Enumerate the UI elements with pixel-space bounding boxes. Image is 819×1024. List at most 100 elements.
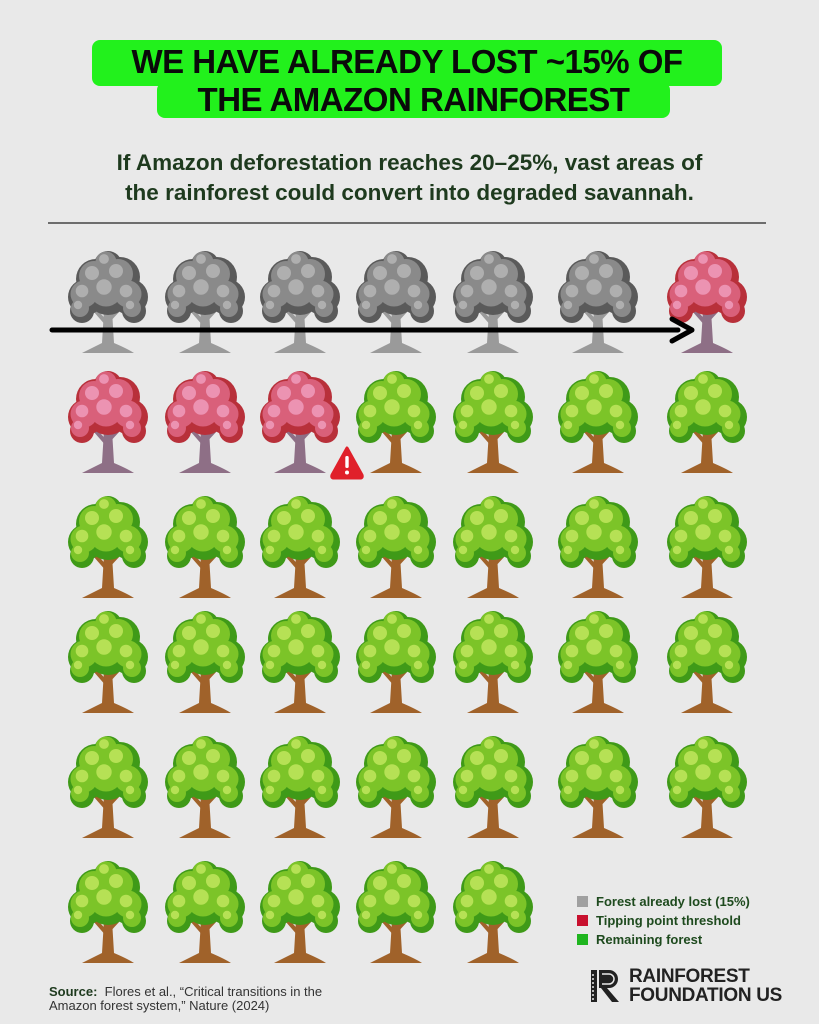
tree-icon-lost bbox=[453, 251, 533, 353]
tree-trunk bbox=[274, 430, 326, 473]
tree-trunk bbox=[274, 920, 326, 963]
tree-trunk bbox=[370, 920, 422, 963]
tree-icon-remaining bbox=[68, 496, 148, 598]
source-citation: Source: Flores et al., “Critical transit… bbox=[49, 985, 322, 1013]
tree-trunk bbox=[82, 920, 134, 963]
tree-trunk bbox=[179, 670, 231, 713]
tree-icon-remaining bbox=[356, 736, 436, 838]
tree-trunk bbox=[370, 670, 422, 713]
divider bbox=[48, 222, 766, 224]
source-line-1: Flores et al., “Critical transitions in … bbox=[104, 984, 323, 999]
tree-trunk bbox=[370, 555, 422, 598]
tree-icon-remaining bbox=[165, 496, 245, 598]
tree-trunk bbox=[370, 795, 422, 838]
tree-icon-remaining bbox=[667, 371, 747, 473]
tree-icon-remaining bbox=[558, 736, 638, 838]
tree-icon-remaining bbox=[356, 496, 436, 598]
tree-icon-remaining bbox=[356, 371, 436, 473]
tree-trunk bbox=[467, 670, 519, 713]
tree-icon-remaining bbox=[165, 736, 245, 838]
tree-icon-remaining bbox=[667, 736, 747, 838]
tree-icon-remaining bbox=[558, 371, 638, 473]
tree-icon-tipping bbox=[667, 251, 747, 353]
legend-item-lost: Forest already lost (15%) bbox=[577, 892, 750, 911]
tree-trunk bbox=[572, 670, 624, 713]
tree-trunk bbox=[572, 795, 624, 838]
tree-icon-remaining bbox=[260, 496, 340, 598]
arrow-annotation bbox=[49, 316, 695, 344]
tree-icon-lost bbox=[165, 251, 245, 353]
tree-icon-remaining bbox=[68, 861, 148, 963]
tree-trunk bbox=[467, 795, 519, 838]
title-line-1: WE HAVE ALREADY LOST ~15% OF bbox=[92, 40, 722, 86]
tree-icon-remaining bbox=[667, 611, 747, 713]
arrow-head-icon bbox=[669, 316, 695, 344]
tree-trunk bbox=[82, 670, 134, 713]
tree-trunk bbox=[681, 310, 733, 353]
tree-icon-remaining bbox=[558, 611, 638, 713]
logo-line-2: FOUNDATION US bbox=[629, 985, 783, 1006]
tree-trunk bbox=[274, 555, 326, 598]
tree-icon-remaining bbox=[667, 496, 747, 598]
tree-icon-remaining bbox=[68, 611, 148, 713]
tree-icon-remaining bbox=[453, 611, 533, 713]
tree-trunk bbox=[681, 670, 733, 713]
tree-trunk bbox=[179, 555, 231, 598]
legend-item-tipping: Tipping point threshold bbox=[577, 911, 750, 930]
tree-icon-remaining bbox=[453, 861, 533, 963]
tree-icon-tipping bbox=[260, 371, 340, 473]
tree-icon-remaining bbox=[260, 861, 340, 963]
source-line-2: Amazon forest system,” Nature (2024) bbox=[49, 998, 270, 1013]
tree-icon-remaining bbox=[453, 371, 533, 473]
logo-r-icon bbox=[591, 970, 619, 1002]
tree-trunk bbox=[681, 795, 733, 838]
tree-trunk bbox=[179, 920, 231, 963]
logo-line-1: RAINFOREST bbox=[629, 966, 750, 987]
subtitle-line-1: If Amazon deforestation reaches 20–25%, … bbox=[116, 150, 703, 175]
tree-icon-remaining bbox=[260, 611, 340, 713]
rainforest-foundation-logo: RAINFOREST FOUNDATION US bbox=[589, 967, 782, 1005]
legend-swatch bbox=[577, 896, 588, 907]
tree-trunk bbox=[572, 555, 624, 598]
tree-icon-remaining bbox=[356, 611, 436, 713]
tree-trunk bbox=[274, 670, 326, 713]
legend-item-remaining: Remaining forest bbox=[577, 930, 750, 949]
source-label: Source: bbox=[49, 984, 98, 999]
warning-icon bbox=[330, 446, 364, 480]
tree-icon-remaining bbox=[165, 611, 245, 713]
tree-trunk bbox=[467, 555, 519, 598]
tree-icon-remaining bbox=[453, 736, 533, 838]
tree-icon-remaining bbox=[260, 736, 340, 838]
tree-trunk bbox=[681, 555, 733, 598]
tree-trunk bbox=[179, 430, 231, 473]
tree-trunk bbox=[467, 920, 519, 963]
tree-icon-lost bbox=[68, 251, 148, 353]
tree-icon-tipping bbox=[165, 371, 245, 473]
tree-trunk bbox=[370, 430, 422, 473]
tree-icon-remaining bbox=[453, 496, 533, 598]
title-line-2: THE AMAZON RAINFOREST bbox=[157, 82, 670, 118]
tree-trunk bbox=[82, 795, 134, 838]
tree-icon-remaining bbox=[165, 861, 245, 963]
tree-icon-remaining bbox=[356, 861, 436, 963]
tree-trunk bbox=[467, 430, 519, 473]
tree-trunk bbox=[572, 430, 624, 473]
legend-label: Tipping point threshold bbox=[596, 913, 741, 928]
tree-trunk bbox=[82, 430, 134, 473]
subtitle-line-2: the rainforest could convert into degrad… bbox=[125, 180, 694, 205]
legend: Forest already lost (15%) Tipping point … bbox=[577, 892, 750, 949]
tree-icon-lost bbox=[558, 251, 638, 353]
tree-icon-lost bbox=[260, 251, 340, 353]
legend-swatch bbox=[577, 915, 588, 926]
tree-trunk bbox=[681, 430, 733, 473]
legend-swatch bbox=[577, 934, 588, 945]
legend-label: Forest already lost (15%) bbox=[596, 894, 750, 909]
tree-trunk bbox=[274, 795, 326, 838]
tree-trunk bbox=[82, 555, 134, 598]
subtitle: If Amazon deforestation reaches 20–25%, … bbox=[30, 148, 789, 208]
legend-label: Remaining forest bbox=[596, 932, 703, 947]
tree-icon-remaining bbox=[558, 496, 638, 598]
tree-trunk bbox=[179, 795, 231, 838]
tree-icon-tipping bbox=[68, 371, 148, 473]
